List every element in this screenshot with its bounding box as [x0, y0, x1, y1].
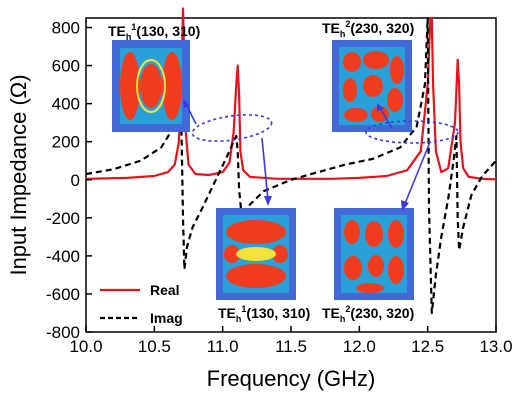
legend-label-real: Real	[150, 282, 180, 298]
inset-2-lobe-8	[371, 106, 389, 122]
series-line-imag	[85, 16, 497, 315]
arrow-2-head	[264, 196, 272, 206]
inset-4-lobe-7	[356, 283, 384, 293]
inset-4-lobe-2	[365, 221, 383, 247]
inset-4-lobe-5	[368, 255, 384, 277]
legend: Real Imag	[100, 282, 183, 326]
mode-insets: TEh1(130, 310) TEh2(230, 320) TEh1(13	[108, 19, 414, 324]
inset-1-lobe-left	[120, 52, 140, 120]
x-tick-label: 13.0	[479, 337, 512, 356]
y-tick-label: 800	[52, 19, 80, 38]
annotation-ellipse-2	[365, 120, 459, 144]
inset-1-contour	[136, 59, 166, 113]
inset-2-lobe-6	[387, 88, 403, 112]
arrow-1	[185, 103, 197, 125]
inset-3-contour	[236, 247, 276, 261]
inset-3-lobe-top	[226, 220, 286, 244]
y-tick-label: -600	[46, 285, 80, 304]
arrow-4	[403, 141, 431, 207]
inset-2-lobe-4	[343, 78, 357, 102]
series-layer	[85, 7, 497, 315]
y-tick-label: -800	[46, 323, 80, 342]
arrow-4-head	[401, 200, 409, 211]
inset-mode-2: TEh2(230, 320)	[322, 19, 414, 132]
x-tick-label: 12.0	[343, 337, 376, 356]
x-tick-label: 10.5	[138, 337, 171, 356]
y-tick-label: 400	[52, 95, 80, 114]
inset-1-lobe-right	[162, 52, 182, 120]
y-axis-label: Input Impedance (Ω)	[6, 74, 31, 275]
x-tick-label: 11.5	[275, 337, 307, 356]
y-tick-label: -200	[46, 209, 80, 228]
inset-4-lobe-4	[344, 256, 362, 280]
arrow-2	[261, 137, 269, 201]
inset-2-lobe-1	[343, 52, 361, 72]
inset-2-lobe-7	[344, 108, 368, 122]
inset-1-lobe-center	[140, 64, 162, 108]
y-tick-label: 200	[52, 133, 80, 152]
series-line-real	[85, 7, 497, 181]
y-tick-label: 0	[71, 171, 80, 190]
inset-4-label: TEh2(230, 320)	[322, 304, 414, 324]
annotations	[183, 99, 459, 211]
inset-3-lobe-left	[224, 245, 240, 263]
y-tick-label: -400	[46, 247, 80, 266]
x-tick-label: 10.0	[69, 337, 102, 356]
legend-label-imag: Imag	[150, 310, 183, 326]
inset-2-lobe-5	[363, 75, 383, 97]
ticks-layer: 10.0 10.5 11.0 11.5 12.0 12.5 13.0 -800 -600 -400…	[46, 19, 513, 356]
inset-3-lobe-bottom	[226, 264, 286, 288]
inset-2-lobe-3	[390, 56, 404, 84]
inset-4-lobe-3	[388, 220, 404, 248]
x-tick-label: 12.5	[411, 337, 444, 356]
annotation-ellipse-1	[191, 114, 273, 142]
inset-mode-4: TEh2(230, 320)	[322, 208, 414, 324]
inset-mode-1: TEh1(130, 310)	[108, 22, 200, 132]
y-tick-label: 600	[52, 57, 80, 76]
x-axis-label: Frequency (GHz)	[207, 366, 376, 391]
inset-2-lobe-2	[363, 51, 389, 69]
arrow-3	[379, 107, 393, 129]
inset-1-label: TEh1(130, 310)	[108, 22, 200, 42]
inset-4-lobe-1	[344, 220, 360, 244]
inset-mode-3: TEh1(130, 310)	[216, 208, 310, 324]
inset-4-lobe-6	[388, 256, 404, 284]
inset-3-label: TEh1(130, 310)	[218, 304, 310, 324]
inset-3-lobe-right	[272, 245, 288, 263]
arrow-1-head	[183, 99, 190, 108]
arrow-3-head	[377, 103, 384, 111]
inset-2-label: TEh2(230, 320)	[322, 19, 414, 39]
x-tick-label: 11.0	[207, 337, 239, 356]
